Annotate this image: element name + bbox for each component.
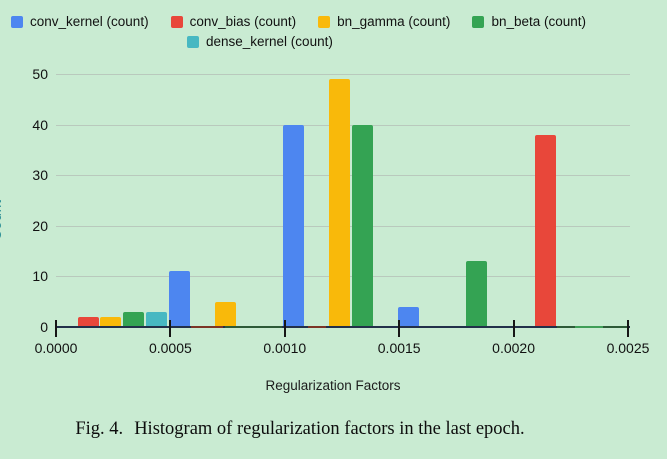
x-axis-label: Regularization Factors (265, 378, 401, 393)
x-tick-label-3: 0.0015 (377, 340, 421, 356)
bar-bn_beta-2 (123, 311, 145, 327)
figure-number: Fig. 4. (75, 419, 124, 439)
y-tick-label-0: 0 (40, 319, 48, 335)
y-tick-label-20: 20 (32, 217, 48, 234)
legend-item-dense_kernel: dense_kernel (count) (187, 34, 333, 49)
gridline-50 (56, 74, 630, 75)
legend-swatch-conv_bias (170, 15, 183, 28)
legend-label-dense_kernel: dense_kernel (count) (206, 34, 333, 49)
x-tick-label-5: 0.0025 (606, 340, 650, 356)
x-axis-line (56, 326, 630, 328)
legend-item-conv_bias: conv_bias (count) (170, 14, 297, 29)
legend-swatch-bn_gamma (318, 15, 331, 28)
x-tick-2 (283, 320, 286, 337)
x-tick-4 (512, 320, 515, 337)
baseline-overlay-4 (575, 326, 603, 328)
baseline-overlay-1 (225, 326, 283, 328)
x-tick-0 (55, 320, 57, 337)
legend-label-conv_bias: conv_bias (count) (189, 14, 297, 29)
baseline-overlay-2 (307, 326, 326, 328)
x-tick-label-0: 0.0000 (34, 340, 78, 356)
legend-swatch-bn_beta (472, 15, 485, 28)
y-tick-label-30: 30 (32, 167, 48, 184)
legend-item-bn_gamma: bn_gamma (count) (318, 14, 450, 29)
bar-conv_kernel-4 (169, 271, 191, 327)
bar-conv_bias-11 (535, 134, 557, 327)
legend-item-bn_beta: bn_beta (count) (472, 14, 586, 29)
legend-label-conv_kernel: conv_kernel (count) (30, 14, 149, 29)
x-tick-1 (169, 320, 172, 337)
y-tick-label-40: 40 (32, 116, 48, 133)
legend-item-conv_kernel: conv_kernel (count) (11, 14, 149, 29)
bar-conv_kernel-6 (283, 124, 305, 327)
bar-bn_beta-8 (352, 124, 374, 327)
chart-legend-row-1: conv_kernel (count) conv_bias (count) bn_g… (11, 14, 586, 29)
chart-legend-row-2: dense_kernel (count) (187, 34, 333, 49)
legend-swatch-conv_kernel (11, 15, 23, 28)
bar-conv_bias-0 (77, 316, 99, 327)
baseline-overlay-0 (190, 326, 224, 328)
bar-bn_beta-10 (466, 261, 488, 327)
legend-label-bn_beta: bn_beta (count) (491, 14, 587, 29)
caption-text: Histogram of regularization factors in t… (134, 419, 525, 439)
x-tick-label-2: 0.0010 (263, 340, 307, 356)
bar-bn_gamma-5 (214, 301, 236, 327)
x-tick-3 (398, 320, 401, 337)
bar-bn_gamma-7 (329, 79, 351, 327)
x-tick-5 (627, 320, 629, 337)
bar-conv_kernel-9 (397, 306, 419, 327)
y-tick-label-50: 50 (32, 66, 48, 82)
legend-swatch-dense_kernel (187, 35, 199, 48)
bar-dense_kernel-3 (146, 311, 168, 327)
y-axis-label: Count (0, 198, 4, 240)
x-tick-label-4: 0.0020 (492, 340, 535, 356)
figure-caption: Fig. 4. Histogram of regularization facto… (0, 419, 600, 440)
x-tick-label-1: 0.0005 (148, 340, 192, 356)
bar-bn_gamma-1 (100, 316, 122, 327)
y-tick-label-10: 10 (32, 268, 48, 285)
legend-label-bn_gamma: bn_gamma (count) (337, 14, 451, 29)
